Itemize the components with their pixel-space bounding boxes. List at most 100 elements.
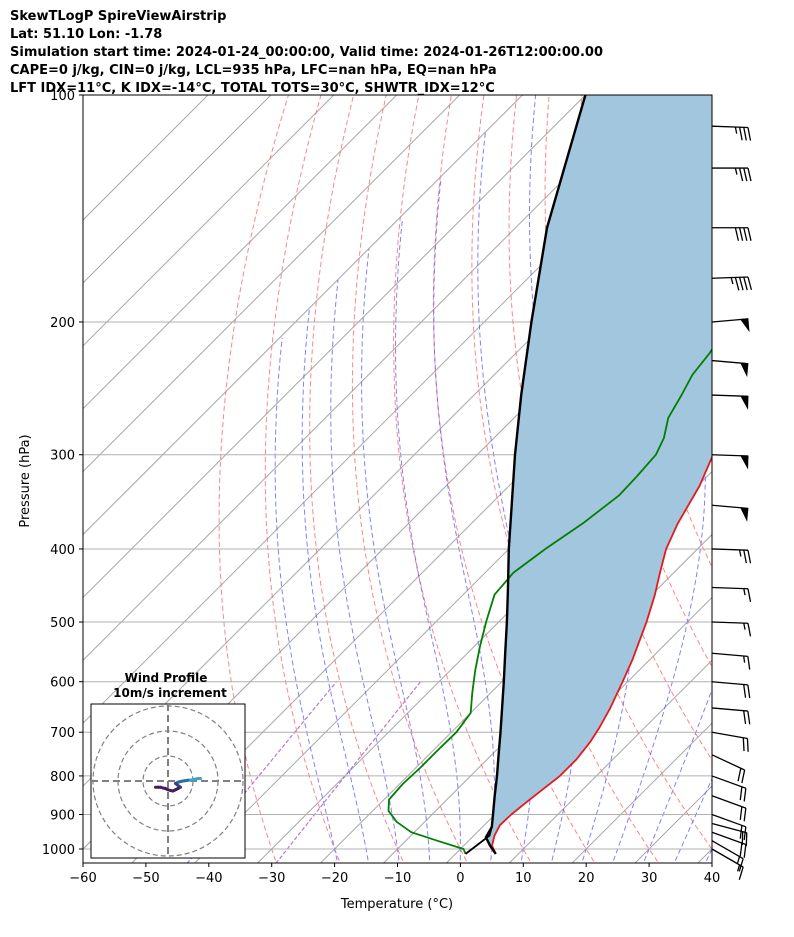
wind-barb bbox=[711, 125, 752, 141]
x-tick-label: 20 bbox=[578, 871, 595, 886]
wind-barb bbox=[711, 840, 744, 872]
wind-barb bbox=[711, 586, 752, 602]
barb-flag bbox=[741, 769, 746, 784]
barb-flag bbox=[747, 684, 751, 699]
inset-content bbox=[91, 704, 245, 858]
barb-flag bbox=[747, 276, 753, 291]
wind-barb bbox=[711, 276, 753, 291]
wind-barb bbox=[712, 227, 752, 241]
moist-adiabat-line bbox=[395, 218, 461, 863]
barb-pennant bbox=[740, 362, 749, 378]
wind-barb bbox=[711, 394, 749, 410]
y-tick-label: 500 bbox=[50, 616, 75, 631]
x-tick-label: 0 bbox=[456, 871, 464, 886]
wind-barb bbox=[711, 707, 751, 725]
mixing-ratio-line bbox=[275, 681, 422, 863]
barb-flag bbox=[743, 844, 747, 858]
y-tick-label: 800 bbox=[50, 770, 75, 785]
wind-barb bbox=[712, 167, 752, 182]
wind-barb bbox=[711, 795, 747, 822]
inset-title: Wind Profile bbox=[125, 671, 208, 685]
y-tick-label: 700 bbox=[50, 726, 75, 741]
x-tick-label: −30 bbox=[258, 871, 285, 886]
barb-staff bbox=[711, 681, 748, 686]
cape-line: CAPE=0 j/kg, CIN=0 j/kg, LCL=935 hPa, LF… bbox=[10, 63, 497, 78]
dry-adiabat-line bbox=[393, 95, 532, 863]
isotherm-line bbox=[83, 95, 335, 347]
barb-staff bbox=[711, 848, 744, 868]
y-tick-label: 300 bbox=[50, 449, 75, 464]
wind-barb bbox=[711, 548, 752, 564]
moist-adiabat-line bbox=[361, 248, 431, 863]
barb-flag bbox=[747, 710, 751, 725]
barb-half-flag bbox=[738, 549, 742, 557]
x-tick-label: 10 bbox=[515, 871, 532, 886]
barb-staff bbox=[711, 813, 747, 828]
barb-staff bbox=[711, 276, 749, 279]
x-tick-label: −20 bbox=[321, 871, 348, 886]
barb-half-flag bbox=[743, 588, 746, 596]
barb-half-flag bbox=[734, 126, 738, 134]
barb-flag bbox=[747, 127, 752, 141]
wind-barb bbox=[711, 359, 749, 378]
barb-flag bbox=[743, 127, 747, 141]
isotherm-line bbox=[83, 95, 650, 662]
barb-half-flag bbox=[743, 655, 746, 663]
barb-flag bbox=[738, 167, 744, 182]
x-tick-label: −60 bbox=[69, 871, 96, 886]
wind-barb bbox=[711, 813, 747, 841]
y-axis-ticks: 1000 900 800 700 600 500 400 300 200 100 bbox=[42, 89, 83, 858]
barb-staff bbox=[711, 586, 749, 590]
barb-staff bbox=[711, 652, 748, 658]
barb-staff bbox=[711, 831, 747, 846]
barb-half-flag bbox=[743, 623, 746, 630]
barb-staff bbox=[711, 754, 745, 771]
barb-flag bbox=[738, 227, 744, 241]
barb-flag bbox=[737, 768, 742, 782]
barb-flag bbox=[743, 826, 747, 841]
barb-flag bbox=[739, 825, 743, 839]
barb-staff bbox=[711, 621, 749, 624]
barb-staff bbox=[711, 795, 747, 809]
barb-flag bbox=[747, 588, 752, 602]
x-axis-ticks: −60 −50 −40 −30 −20 −10 0 10 20 30 40 bbox=[69, 863, 720, 886]
isotherm-line bbox=[83, 95, 209, 221]
y-tick-label: 200 bbox=[50, 316, 75, 331]
wind-barb bbox=[711, 621, 752, 637]
barb-staff bbox=[711, 707, 748, 712]
barb-flag bbox=[747, 227, 752, 241]
dry-adiabat-line bbox=[711, 95, 712, 103]
barb-flag bbox=[738, 866, 744, 880]
barb-flag bbox=[743, 276, 748, 291]
wind-profile-inset bbox=[90, 703, 246, 859]
x-tick-label: 40 bbox=[704, 871, 721, 886]
cape-cin-shading bbox=[485, 95, 712, 854]
isotherm-line bbox=[83, 95, 524, 536]
barb-flag bbox=[739, 843, 743, 857]
shaded-area-layer bbox=[485, 95, 712, 854]
isotherm-line bbox=[756, 78, 794, 868]
isotherm-line bbox=[319, 470, 712, 863]
isotherm-line bbox=[83, 95, 398, 410]
barb-flag bbox=[739, 806, 743, 820]
isotherm-line bbox=[83, 95, 587, 599]
barb-half-flag bbox=[736, 864, 741, 872]
x-tick-label: −40 bbox=[195, 871, 222, 886]
barb-half-flag bbox=[736, 856, 741, 864]
barb-half-flag bbox=[734, 167, 738, 175]
barb-staff bbox=[711, 775, 747, 789]
y-tick-label: 900 bbox=[50, 808, 75, 823]
barb-pennant bbox=[740, 507, 749, 522]
wind-barbs bbox=[711, 125, 753, 880]
wind-barb bbox=[711, 318, 750, 333]
barb-flag bbox=[743, 808, 747, 822]
barb-flag bbox=[747, 167, 752, 182]
isotherm-line bbox=[571, 722, 712, 863]
barb-flag bbox=[742, 737, 745, 752]
parcel-surface-segment bbox=[465, 826, 493, 855]
barb-flag bbox=[743, 549, 747, 564]
barb-flag bbox=[747, 623, 752, 637]
wind-barb bbox=[711, 652, 751, 670]
barb-flag bbox=[743, 788, 747, 802]
